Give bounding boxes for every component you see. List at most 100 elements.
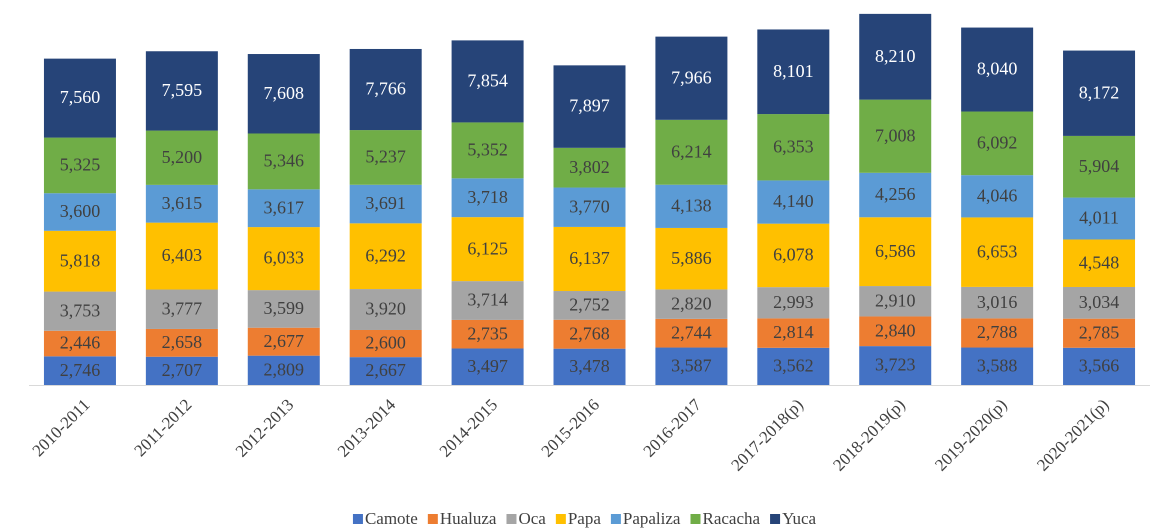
bar-segment <box>757 114 830 181</box>
legend-swatch <box>352 514 363 524</box>
bar-segment <box>757 29 830 115</box>
x-tick-label: 2011-2012 <box>130 395 195 460</box>
data-label: 4,011 <box>1079 208 1119 228</box>
data-label: 3,617 <box>264 197 305 217</box>
bar-segment <box>553 291 626 320</box>
bar-segment <box>247 355 320 385</box>
data-label: 7,608 <box>264 83 305 103</box>
bar-segment <box>961 318 1034 348</box>
data-label: 5,904 <box>1079 156 1120 176</box>
data-label: 3,497 <box>467 356 508 376</box>
bar-segment <box>145 222 218 290</box>
bar-segment <box>1063 50 1136 136</box>
bar-segment <box>961 286 1034 319</box>
x-tick-label: 2017-2018(p) <box>727 395 807 475</box>
data-label: 3,714 <box>467 290 508 310</box>
bar-segment <box>1063 318 1136 348</box>
data-label: 5,237 <box>365 147 406 167</box>
x-tick-label: 2013-2014 <box>334 395 400 461</box>
bar-segment <box>247 189 320 228</box>
data-label: 7,560 <box>60 87 101 107</box>
bar-segment <box>757 347 830 385</box>
data-label: 7,854 <box>467 71 508 91</box>
data-label: 2,746 <box>60 360 101 380</box>
data-label: 8,172 <box>1079 82 1120 102</box>
data-label: 6,092 <box>977 132 1018 152</box>
bar-segment <box>451 122 524 179</box>
data-label: 7,966 <box>671 67 712 87</box>
legend-label: Papa <box>568 509 602 528</box>
bar-segment <box>247 133 320 190</box>
data-label: 6,353 <box>773 136 814 156</box>
bar-segment <box>43 58 116 138</box>
legend-label: Camote <box>365 509 418 528</box>
bar-segment <box>553 147 626 188</box>
bar-segment <box>553 226 626 292</box>
bar-segment <box>655 184 728 228</box>
data-label: 3,770 <box>569 196 610 216</box>
bar-segment <box>655 119 728 185</box>
bar-segment <box>961 27 1034 112</box>
data-label: 6,137 <box>569 248 610 268</box>
data-label: 3,562 <box>773 356 814 376</box>
x-tick-label: 2016-2017 <box>639 395 705 461</box>
data-label: 2,752 <box>569 295 610 315</box>
data-label: 6,586 <box>875 241 916 261</box>
bar-segment <box>1063 135 1136 198</box>
legend-swatch <box>427 514 438 524</box>
data-label: 2,809 <box>264 359 305 379</box>
x-tick-label: 2015-2016 <box>538 395 604 461</box>
x-tick-label: 2019-2020(p) <box>931 395 1011 475</box>
bar-segment <box>961 175 1034 218</box>
data-label: 3,016 <box>977 292 1018 312</box>
bar-segment <box>43 230 116 292</box>
data-label: 2,744 <box>671 322 712 342</box>
data-label: 2,667 <box>365 360 406 380</box>
data-label: 3,034 <box>1079 292 1120 312</box>
data-label: 6,292 <box>365 245 406 265</box>
data-label: 6,078 <box>773 245 814 265</box>
data-label: 5,200 <box>162 147 203 167</box>
data-label: 3,802 <box>569 157 610 177</box>
bar-segment <box>349 223 422 290</box>
bar-segment <box>1063 239 1136 287</box>
data-label: 2,910 <box>875 290 916 310</box>
bar-segment <box>247 327 320 356</box>
data-label: 7,766 <box>365 79 406 99</box>
bar-segment <box>553 65 626 148</box>
bar-segment <box>1063 347 1136 385</box>
bar-segment <box>43 291 116 331</box>
data-label: 4,548 <box>1079 252 1120 272</box>
bar-segment <box>349 48 422 131</box>
data-label: 8,101 <box>773 61 814 81</box>
legend-swatch <box>610 514 621 524</box>
x-tick-label: 2012-2013 <box>232 395 298 461</box>
bar-segment <box>43 330 116 357</box>
bar-segment <box>145 51 218 131</box>
bar-segment <box>349 289 422 330</box>
legend-swatch <box>555 514 566 524</box>
data-label: 6,214 <box>671 141 712 161</box>
data-label: 5,346 <box>264 151 305 171</box>
data-label: 3,615 <box>162 193 203 213</box>
bar-segment <box>451 319 524 349</box>
bar-segment <box>349 130 422 185</box>
bar-segment <box>553 319 626 349</box>
x-tick-label: 2010-2011 <box>28 395 93 460</box>
data-label: 6,403 <box>162 245 203 265</box>
data-label: 3,718 <box>467 187 508 207</box>
bar-segment <box>859 172 932 218</box>
data-label: 4,046 <box>977 185 1018 205</box>
bar-segment <box>553 348 626 385</box>
legend-swatch <box>690 514 701 524</box>
bar-segment <box>43 193 116 231</box>
data-label: 2,993 <box>773 292 814 312</box>
bar-segment <box>451 217 524 282</box>
data-label: 5,818 <box>60 250 101 270</box>
data-label: 2,814 <box>773 322 814 342</box>
legend-swatch <box>770 514 781 524</box>
data-label: 3,920 <box>365 299 406 319</box>
data-label: 5,325 <box>60 155 101 175</box>
legend-label: Hualuza <box>440 509 497 528</box>
